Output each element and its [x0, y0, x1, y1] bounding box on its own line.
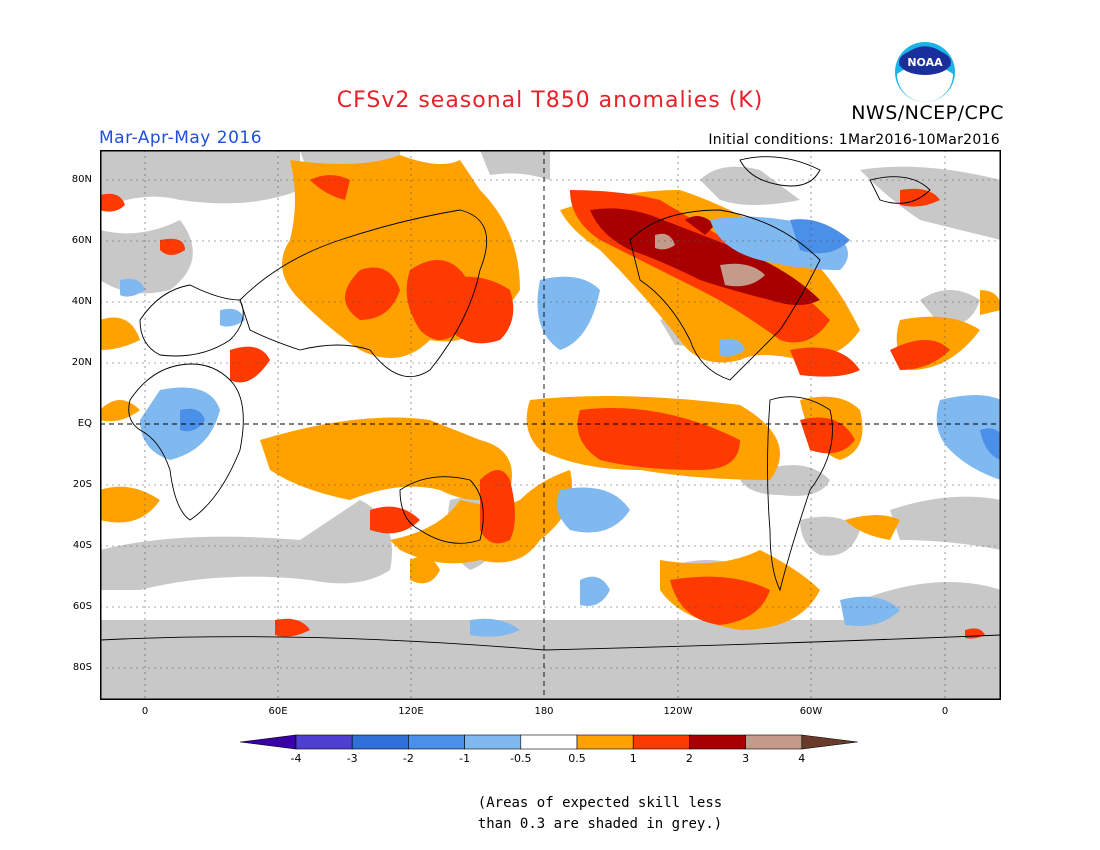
lat-label: 40S	[72, 540, 92, 551]
colorbar-tick-label: -3	[346, 752, 358, 765]
lat-label: 80N	[71, 174, 92, 185]
colorbar-segment	[408, 734, 465, 750]
colorbar-tick-label: -2	[402, 752, 414, 765]
skill-note-line: than 0.3 are shaded in grey.)	[477, 816, 723, 832]
lat-label: 20N	[71, 357, 92, 368]
lon-label: 120E	[398, 706, 424, 717]
reference-lines	[100, 150, 1001, 700]
lat-label: 60S	[72, 601, 92, 612]
anomaly-neg-1-2	[180, 219, 1001, 460]
lat-label: 80S	[72, 662, 92, 673]
colorbar-segment	[520, 734, 578, 750]
colorbar-tick-label: -1	[459, 752, 471, 765]
lon-label: 0	[941, 706, 949, 717]
colorbar	[240, 734, 858, 750]
colorbar-segment	[351, 734, 409, 750]
agency-label: NWS/NCEP/CPC	[851, 102, 1004, 124]
colorbar-tick-label: 2	[685, 752, 693, 765]
skill-note: (Areas of expected skill less than 0.3 a…	[0, 793, 1100, 835]
colorbar-tick-label: -4	[290, 752, 302, 765]
lat-label: 60N	[71, 235, 92, 246]
colorbar-segment	[295, 734, 353, 750]
initial-conditions: Initial conditions: 1Mar2016-10Mar2016	[708, 132, 1000, 148]
anomaly-3-4	[655, 233, 765, 287]
anomaly-map	[100, 150, 1001, 700]
colorbar-segment	[240, 734, 297, 750]
lon-label: 60E	[268, 706, 288, 717]
lon-label: 0	[141, 706, 149, 717]
lon-label: 120W	[663, 706, 693, 717]
skill-note-line: (Areas of expected skill less	[477, 795, 723, 811]
lon-label: 180	[534, 706, 554, 717]
anomaly-2-3	[590, 208, 820, 305]
forecast-period: Mar-Apr-May 2016	[99, 128, 263, 148]
map-gridlines	[100, 150, 1001, 700]
lat-label: 40N	[71, 296, 92, 307]
colorbar-tick-label: 3	[742, 752, 750, 765]
coastlines	[100, 156, 1001, 651]
colorbar-segment	[464, 734, 522, 750]
colorbar-segment	[632, 734, 690, 750]
noaa-logo: NOAA	[895, 42, 955, 102]
colorbar-tick-label: 0.5	[568, 752, 586, 765]
colorbar-tick-label: 1	[629, 752, 637, 765]
colorbar-segment	[801, 734, 858, 750]
colorbar-tick-label: -0.5	[510, 752, 532, 765]
colorbar-tick-label: 4	[798, 752, 806, 765]
lat-label: 20S	[72, 479, 92, 490]
lat-label: EQ	[77, 418, 92, 429]
colorbar-segment	[576, 734, 634, 750]
colorbar-segment	[689, 734, 746, 750]
chart-title: CFSv2 seasonal T850 anomalies (K)	[336, 88, 764, 113]
svg-text:NOAA: NOAA	[907, 56, 943, 69]
colorbar-segment	[745, 734, 803, 750]
lon-label: 60W	[799, 706, 823, 717]
